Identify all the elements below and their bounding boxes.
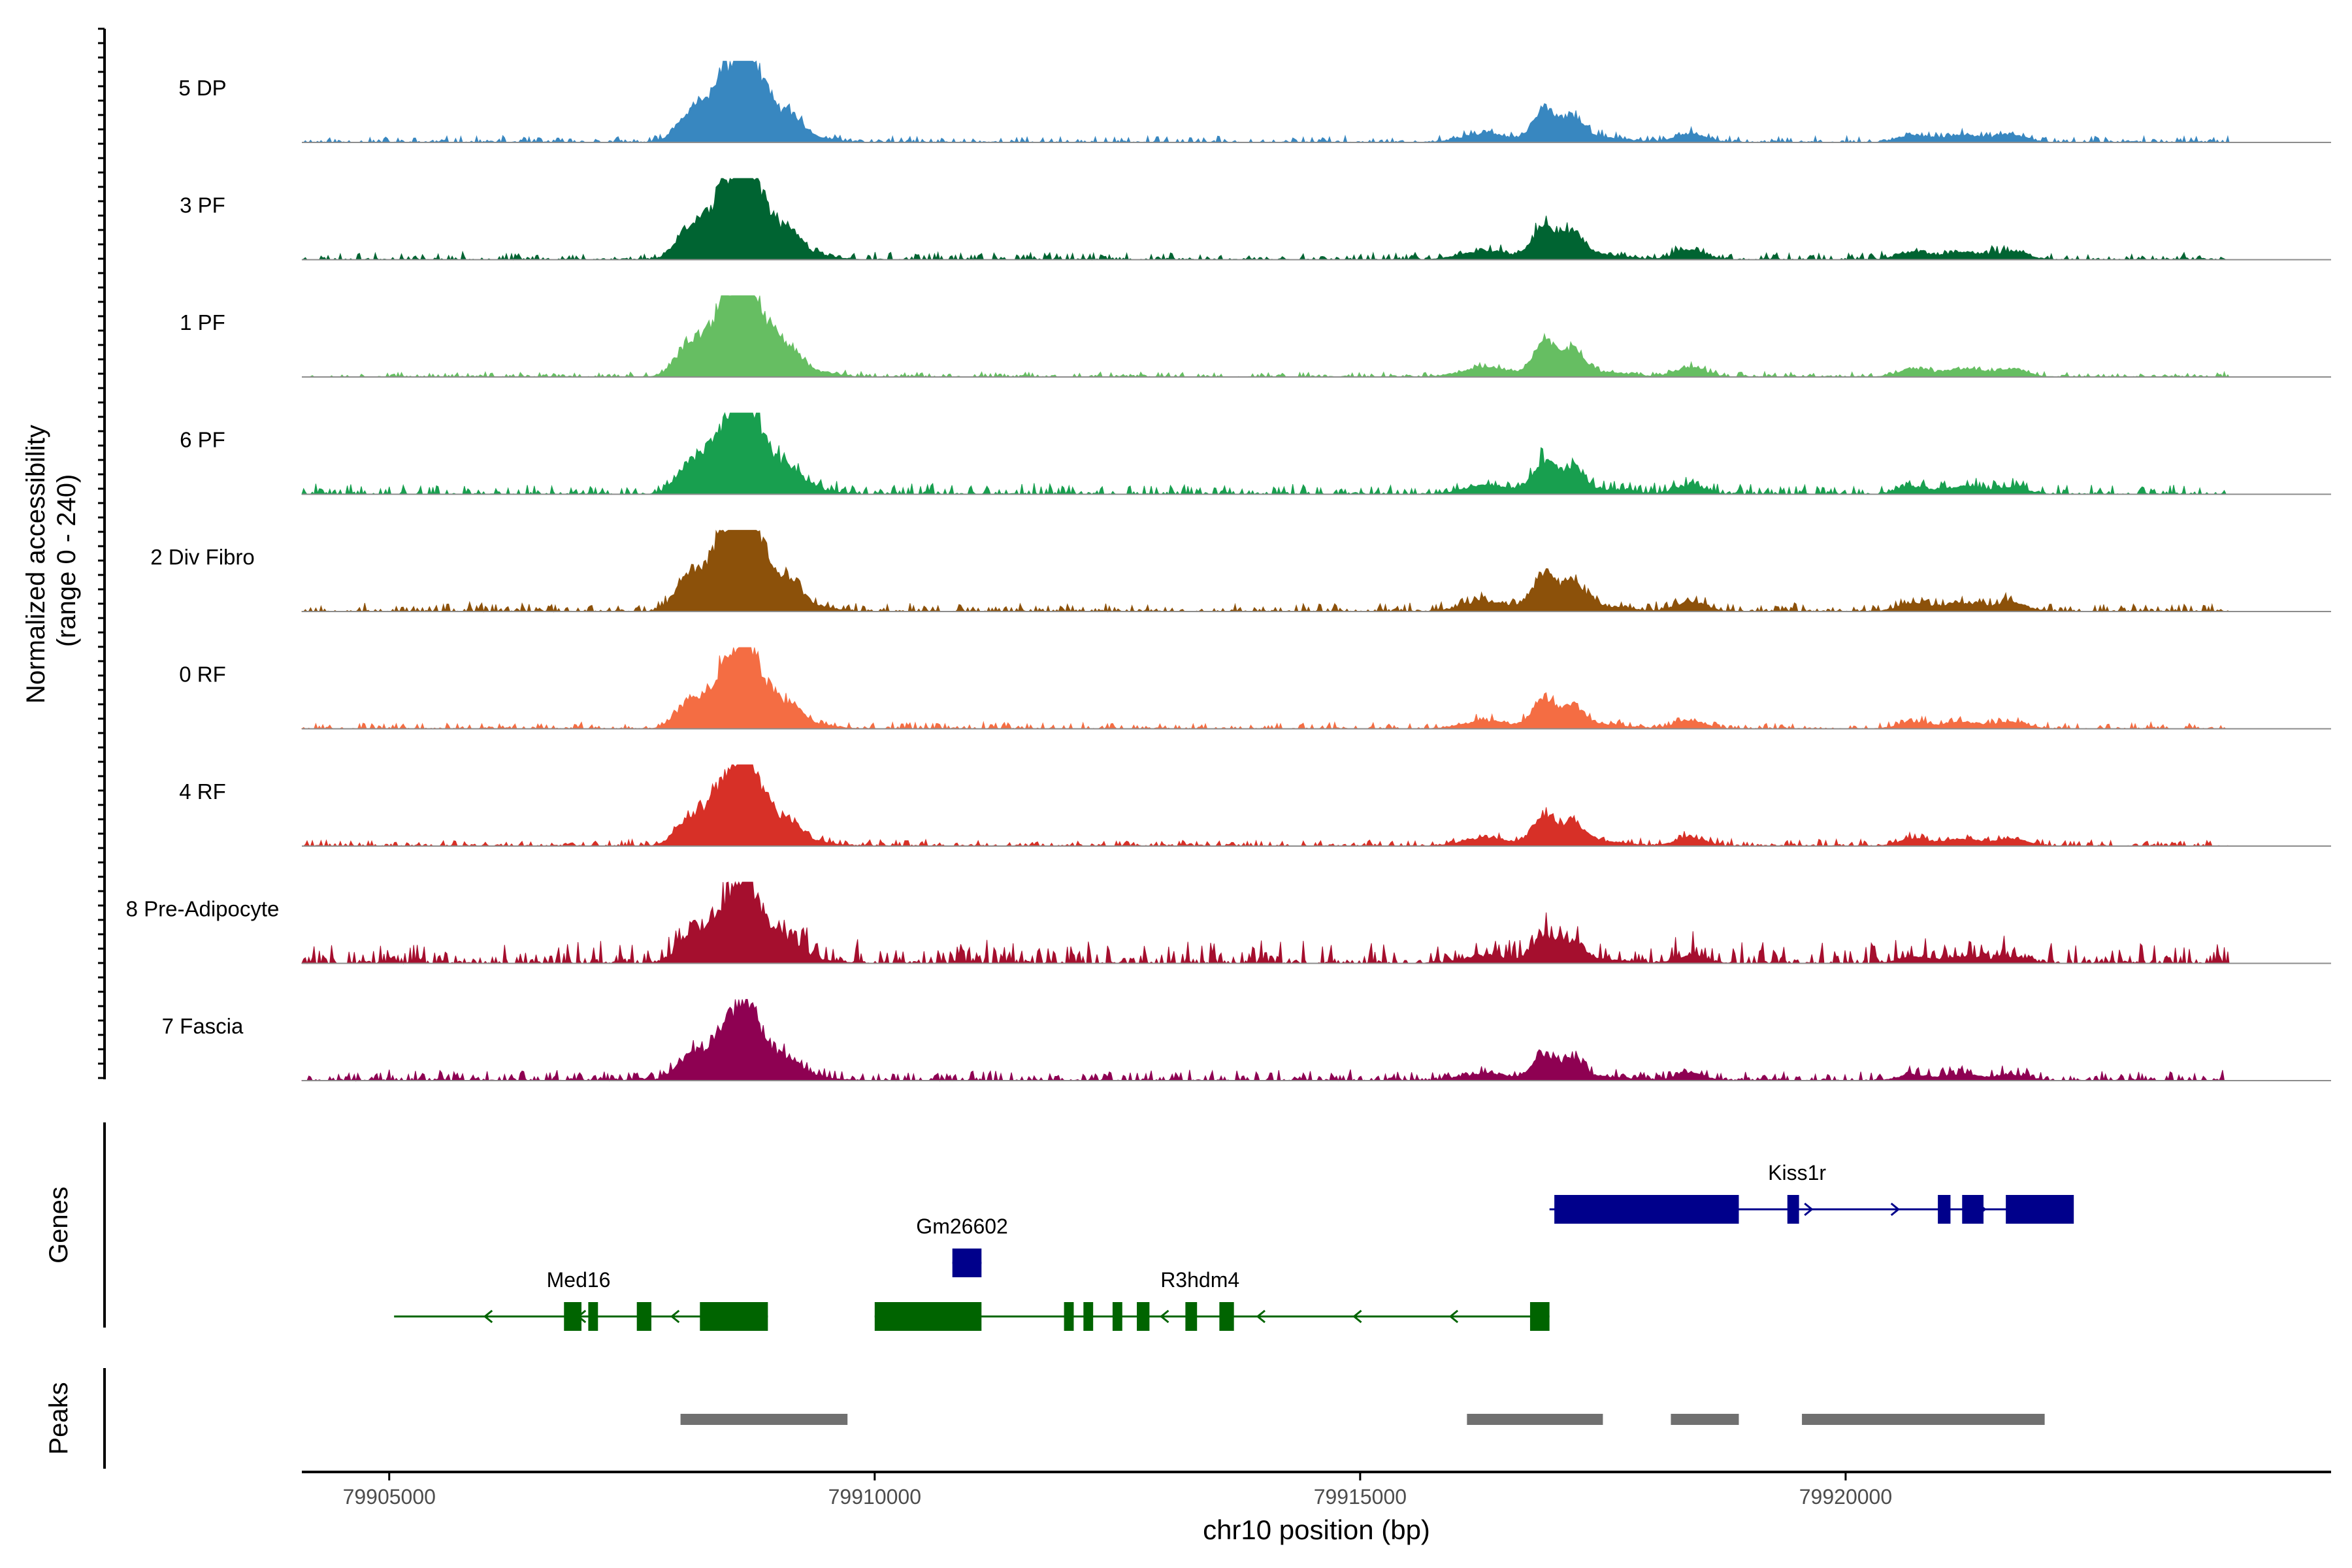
coverage-area-0-rf xyxy=(301,647,2229,730)
strand-arrow xyxy=(1890,1202,1901,1217)
coverage-area-5-dp xyxy=(301,60,2230,144)
peak-bar xyxy=(1671,1414,1739,1425)
gene-kiss1r: Kiss1r xyxy=(1549,1161,2074,1224)
exon-block xyxy=(2006,1195,2074,1224)
x-tick-label: 79915000 xyxy=(1314,1485,1407,1509)
track-7-fascia: 7 Fascia xyxy=(162,999,2331,1082)
y-axis-label-line1: Normalized accessibility xyxy=(22,425,50,704)
x-axis-label: chr10 position (bp) xyxy=(1203,1514,1430,1545)
x-axis: 79905000 79910000 79915000 79920000 xyxy=(302,1471,2331,1509)
x-tick-label: 79920000 xyxy=(1799,1485,1892,1509)
gene-label: Med16 xyxy=(547,1268,611,1292)
coverage-area-7-fascia xyxy=(301,999,2230,1082)
exon-block xyxy=(1938,1195,1951,1224)
track-label: 4 RF xyxy=(179,779,226,804)
coverage-tracks: 5 DP 3 PF 1 PF 6 PF 2 Div Fibro 0 RF 4 RF 8 Pre… xyxy=(126,60,2331,1082)
gene-r3hdm4: R3hdm4 xyxy=(874,1268,1550,1331)
coverage-area-8-pre-adipocyte xyxy=(301,881,2230,965)
y-axis-label: Normalized accessibility (range 0 - 240) xyxy=(22,417,81,704)
coverage-area-6-pf xyxy=(301,412,2230,496)
exon-block xyxy=(636,1302,652,1331)
peaks-track-label: Peaks xyxy=(44,1382,73,1454)
track-5-dp: 5 DP xyxy=(178,60,2331,144)
exon-block xyxy=(1219,1302,1234,1331)
track-label: 5 DP xyxy=(178,76,226,100)
exon-block xyxy=(874,1302,982,1331)
track-2-div-fibro: 2 Div Fibro xyxy=(150,529,2331,613)
gene-label: Gm26602 xyxy=(916,1215,1008,1238)
exon-block xyxy=(1787,1195,1799,1224)
coverage-area-4-rf xyxy=(301,764,2230,847)
peaks-panel: Peaks xyxy=(44,1368,2045,1469)
peaks-group xyxy=(680,1414,2045,1425)
exon-block xyxy=(1554,1195,1739,1224)
coverage-area-3-pf xyxy=(301,178,2230,261)
track-3-pf: 3 PF xyxy=(180,178,2331,261)
peak-bar xyxy=(1802,1414,2045,1425)
coverage-area-1-pf xyxy=(302,295,2230,378)
genes-group: Kiss1r Gm26602 Med16 R3hdm4 xyxy=(394,1161,2074,1331)
x-tick-label: 79910000 xyxy=(828,1485,921,1509)
exon-block xyxy=(1185,1302,1198,1331)
strand-arrow xyxy=(1804,1202,1814,1217)
strand-arrow xyxy=(1448,1309,1459,1324)
exon-block xyxy=(1083,1302,1094,1331)
track-label: 7 Fascia xyxy=(162,1014,244,1038)
strand-arrow xyxy=(670,1309,680,1324)
exon-block xyxy=(1529,1302,1550,1331)
track-label: 1 PF xyxy=(180,310,225,335)
exon-block xyxy=(1962,1195,1984,1224)
exon-block xyxy=(1137,1302,1150,1331)
gene-label: R3hdm4 xyxy=(1160,1268,1239,1292)
exon-block xyxy=(588,1302,598,1331)
track-label: 2 Div Fibro xyxy=(150,545,255,569)
track-label: 8 Pre-Adipocyte xyxy=(126,897,280,921)
peak-bar xyxy=(680,1414,848,1425)
exon-block xyxy=(1112,1302,1122,1331)
y-axis xyxy=(98,27,106,1079)
strand-arrow xyxy=(1352,1309,1362,1324)
track-0-rf: 0 RF xyxy=(179,647,2331,730)
strand-arrow xyxy=(483,1309,493,1324)
exon-block xyxy=(700,1302,768,1331)
exon-block xyxy=(952,1249,982,1277)
track-label: 6 PF xyxy=(180,428,225,452)
gene-med16: Med16 xyxy=(394,1268,768,1331)
track-6-pf: 6 PF xyxy=(180,412,2331,496)
gene-label: Kiss1r xyxy=(1768,1161,1826,1184)
track-8-pre-adipocyte: 8 Pre-Adipocyte xyxy=(126,881,2331,965)
track-label: 0 RF xyxy=(179,662,226,687)
coverage-area-2-div-fibro xyxy=(301,529,2230,613)
x-tick-label: 79905000 xyxy=(343,1485,436,1509)
y-axis-label-line2: (range 0 - 240) xyxy=(52,474,81,647)
gene-gm26602: Gm26602 xyxy=(916,1215,1008,1277)
peak-bar xyxy=(1467,1414,1603,1425)
track-1-pf: 1 PF xyxy=(180,295,2331,378)
exon-block xyxy=(564,1302,582,1331)
genes-track-label: Genes xyxy=(44,1186,73,1264)
strand-arrow xyxy=(1256,1309,1266,1324)
track-4-rf: 4 RF xyxy=(179,764,2331,847)
exon-block xyxy=(1064,1302,1074,1331)
track-label: 3 PF xyxy=(180,193,225,218)
strand-arrow xyxy=(1160,1309,1169,1324)
genes-panel: Genes Kiss1r Gm26602 Med16 R3hdm4 xyxy=(44,1122,2074,1331)
